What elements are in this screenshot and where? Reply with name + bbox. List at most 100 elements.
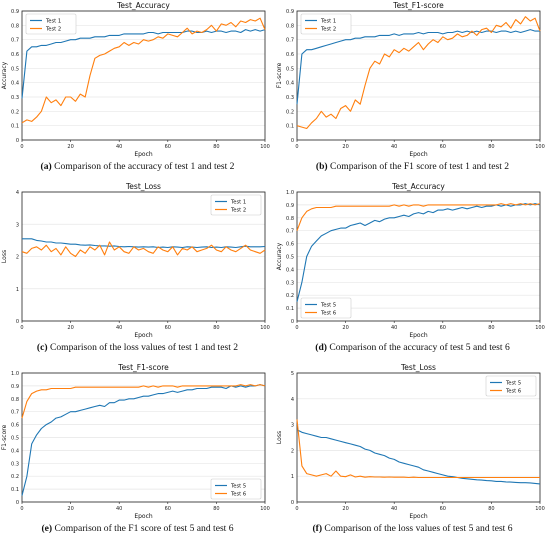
chart-svg: Test_Loss 0 1 2 3 4 5 0 20 40 60 80 100 Epoch Loss Test… xyxy=(276,363,545,520)
plot-frame xyxy=(296,10,541,141)
chart-title: Test_Loss xyxy=(400,363,436,372)
x-tick-label: 100 xyxy=(260,325,270,331)
y-tick-label: 0.1 xyxy=(286,124,294,130)
x-tick-label: 100 xyxy=(535,506,545,512)
y-tick-label: 0.2 xyxy=(11,109,19,115)
caption-text: Comparison of the F1 score of test 5 and… xyxy=(52,523,234,534)
y-tick-label: 0.1 xyxy=(286,306,294,312)
y-tick-label: 0.8 xyxy=(286,23,294,29)
y-axis-label: F1-score xyxy=(1,424,8,450)
series-line-2 xyxy=(296,16,541,130)
y-tick-label: 4 xyxy=(291,397,294,403)
y-tick-label: 0.8 xyxy=(11,23,19,29)
caption-letter: (c) xyxy=(36,342,48,353)
y-tick-label: 0 xyxy=(291,138,294,144)
y-tick-label: 0.7 xyxy=(286,229,294,235)
chart-title: Test_Accuracy xyxy=(391,182,445,191)
series-line-2 xyxy=(21,241,266,258)
figure-caption: (d) Comparison of the accuracy of test 5… xyxy=(275,342,550,353)
y-tick-label: 0.9 xyxy=(11,9,19,15)
chart-svg: Test_Accuracy 0 0.1 0.2 0.3 0.4 0.5 0.6 0.7 0.8 0.… xyxy=(1,1,270,158)
legend-entry: Test 5 xyxy=(505,381,521,387)
y-axis-label: F1-score xyxy=(276,62,283,88)
y-tick-label: 2 xyxy=(291,448,294,454)
x-tick-label: 100 xyxy=(535,325,545,331)
x-tick-label: 60 xyxy=(165,325,171,331)
y-tick-label: 0.8 xyxy=(286,216,294,222)
legend-entry: Test 2 xyxy=(230,208,246,214)
legend-entry: Test 1 xyxy=(230,200,246,206)
chart-title: Test_F1-score xyxy=(392,1,444,10)
y-axis-label: Accuracy xyxy=(276,242,283,270)
x-tick-label: 80 xyxy=(213,506,219,512)
y-axis-label: Loss xyxy=(1,250,8,263)
caption-letter: (a) xyxy=(40,161,52,172)
figure-caption: (b) Comparison of the F1 score of test 1… xyxy=(275,161,550,172)
x-tick-label: 20 xyxy=(342,506,348,512)
legend: Test 5 Test 6 xyxy=(210,478,262,500)
y-tick-label: 3 xyxy=(16,222,19,228)
figure-caption: (e) Comparison of the F1 score of test 5… xyxy=(0,523,275,534)
x-tick-label: 80 xyxy=(488,506,494,512)
series-line-1 xyxy=(21,29,266,99)
chart-panel-f: Test_Loss 0 1 2 3 4 5 0 20 40 60 80 100 Epoch Loss Test… xyxy=(275,362,550,543)
legend: Test 1 Test 2 xyxy=(210,194,262,216)
x-tick-label: 0 xyxy=(295,506,298,512)
y-tick-label: 0 xyxy=(291,319,294,325)
caption-letter: (d) xyxy=(315,342,327,353)
y-tick-label: 0 xyxy=(16,138,19,144)
series-line-1 xyxy=(296,429,541,485)
figure-caption: (c) Comparison of the loss values of tes… xyxy=(0,342,275,353)
x-tick-label: 0 xyxy=(295,144,298,150)
y-tick-label: 0.8 xyxy=(11,397,19,403)
plot-frame xyxy=(21,10,266,141)
chart-title: Test_Loss xyxy=(125,182,161,191)
y-axis-label: Accuracy xyxy=(1,61,8,89)
x-axis-label: Epoch xyxy=(409,151,428,158)
x-axis-label: Epoch xyxy=(409,513,428,520)
caption-text: Comparison of the loss values of test 5 … xyxy=(322,523,513,534)
chart-panel-b: Test_F1-score 0 0.1 0.2 0.3 0.4 0.5 0.6 0.7 0.8 0.… xyxy=(275,0,550,181)
x-tick-label: 0 xyxy=(20,325,23,331)
y-tick-label: 1.0 xyxy=(286,190,294,196)
y-tick-label: 0.2 xyxy=(286,109,294,115)
y-tick-label: 0.4 xyxy=(286,81,294,87)
x-tick-label: 80 xyxy=(488,144,494,150)
x-tick-label: 0 xyxy=(20,144,23,150)
chart-svg: Test_F1-score 0 0.1 0.2 0.3 0.4 0.5 0.6 0.7 0.8 0.… xyxy=(1,363,270,520)
x-axis-label: Epoch xyxy=(134,513,153,520)
chart-panel-e: Test_F1-score 0 0.1 0.2 0.3 0.4 0.5 0.6 0.7 0.8 0.… xyxy=(0,362,275,543)
x-tick-label: 80 xyxy=(213,325,219,331)
y-tick-label: 0.7 xyxy=(11,38,19,44)
legend: Test 5 Test 6 xyxy=(300,297,352,319)
x-tick-label: 100 xyxy=(260,506,270,512)
y-tick-label: 0.5 xyxy=(11,436,19,442)
x-axis-label: Epoch xyxy=(134,332,153,339)
y-tick-label: 0.4 xyxy=(11,448,19,454)
legend-entry: Test 5 xyxy=(320,303,336,309)
legend: Test 1 Test 2 xyxy=(300,13,352,35)
y-tick-label: 0.4 xyxy=(286,267,294,273)
series-line-1 xyxy=(21,384,266,496)
y-tick-label: 0.9 xyxy=(286,9,294,15)
x-axis-label: Epoch xyxy=(409,332,428,339)
y-tick-label: 0.5 xyxy=(11,66,19,72)
plot-frame xyxy=(296,372,541,503)
y-tick-label: 1.0 xyxy=(11,371,19,377)
x-tick-label: 100 xyxy=(535,144,545,150)
legend-entry: Test 6 xyxy=(230,492,246,498)
x-tick-label: 0 xyxy=(20,506,23,512)
y-tick-label: 0.6 xyxy=(11,423,19,429)
y-tick-label: 1 xyxy=(16,287,19,293)
series-line-2 xyxy=(296,203,541,231)
caption-text: Comparison of the accuracy of test 5 and… xyxy=(326,342,510,353)
series-line-1 xyxy=(22,238,266,249)
chart-panel-c: Test_Loss 0 1 2 3 4 0 20 40 60 80 100 Epoch Loss Test … xyxy=(0,181,275,362)
legend-entry: Test 1 xyxy=(320,19,336,25)
x-tick-label: 40 xyxy=(391,506,397,512)
series-line-2 xyxy=(21,384,266,419)
x-tick-label: 0 xyxy=(295,325,298,331)
series-line-2 xyxy=(21,17,266,124)
caption-letter: (f) xyxy=(312,523,323,534)
